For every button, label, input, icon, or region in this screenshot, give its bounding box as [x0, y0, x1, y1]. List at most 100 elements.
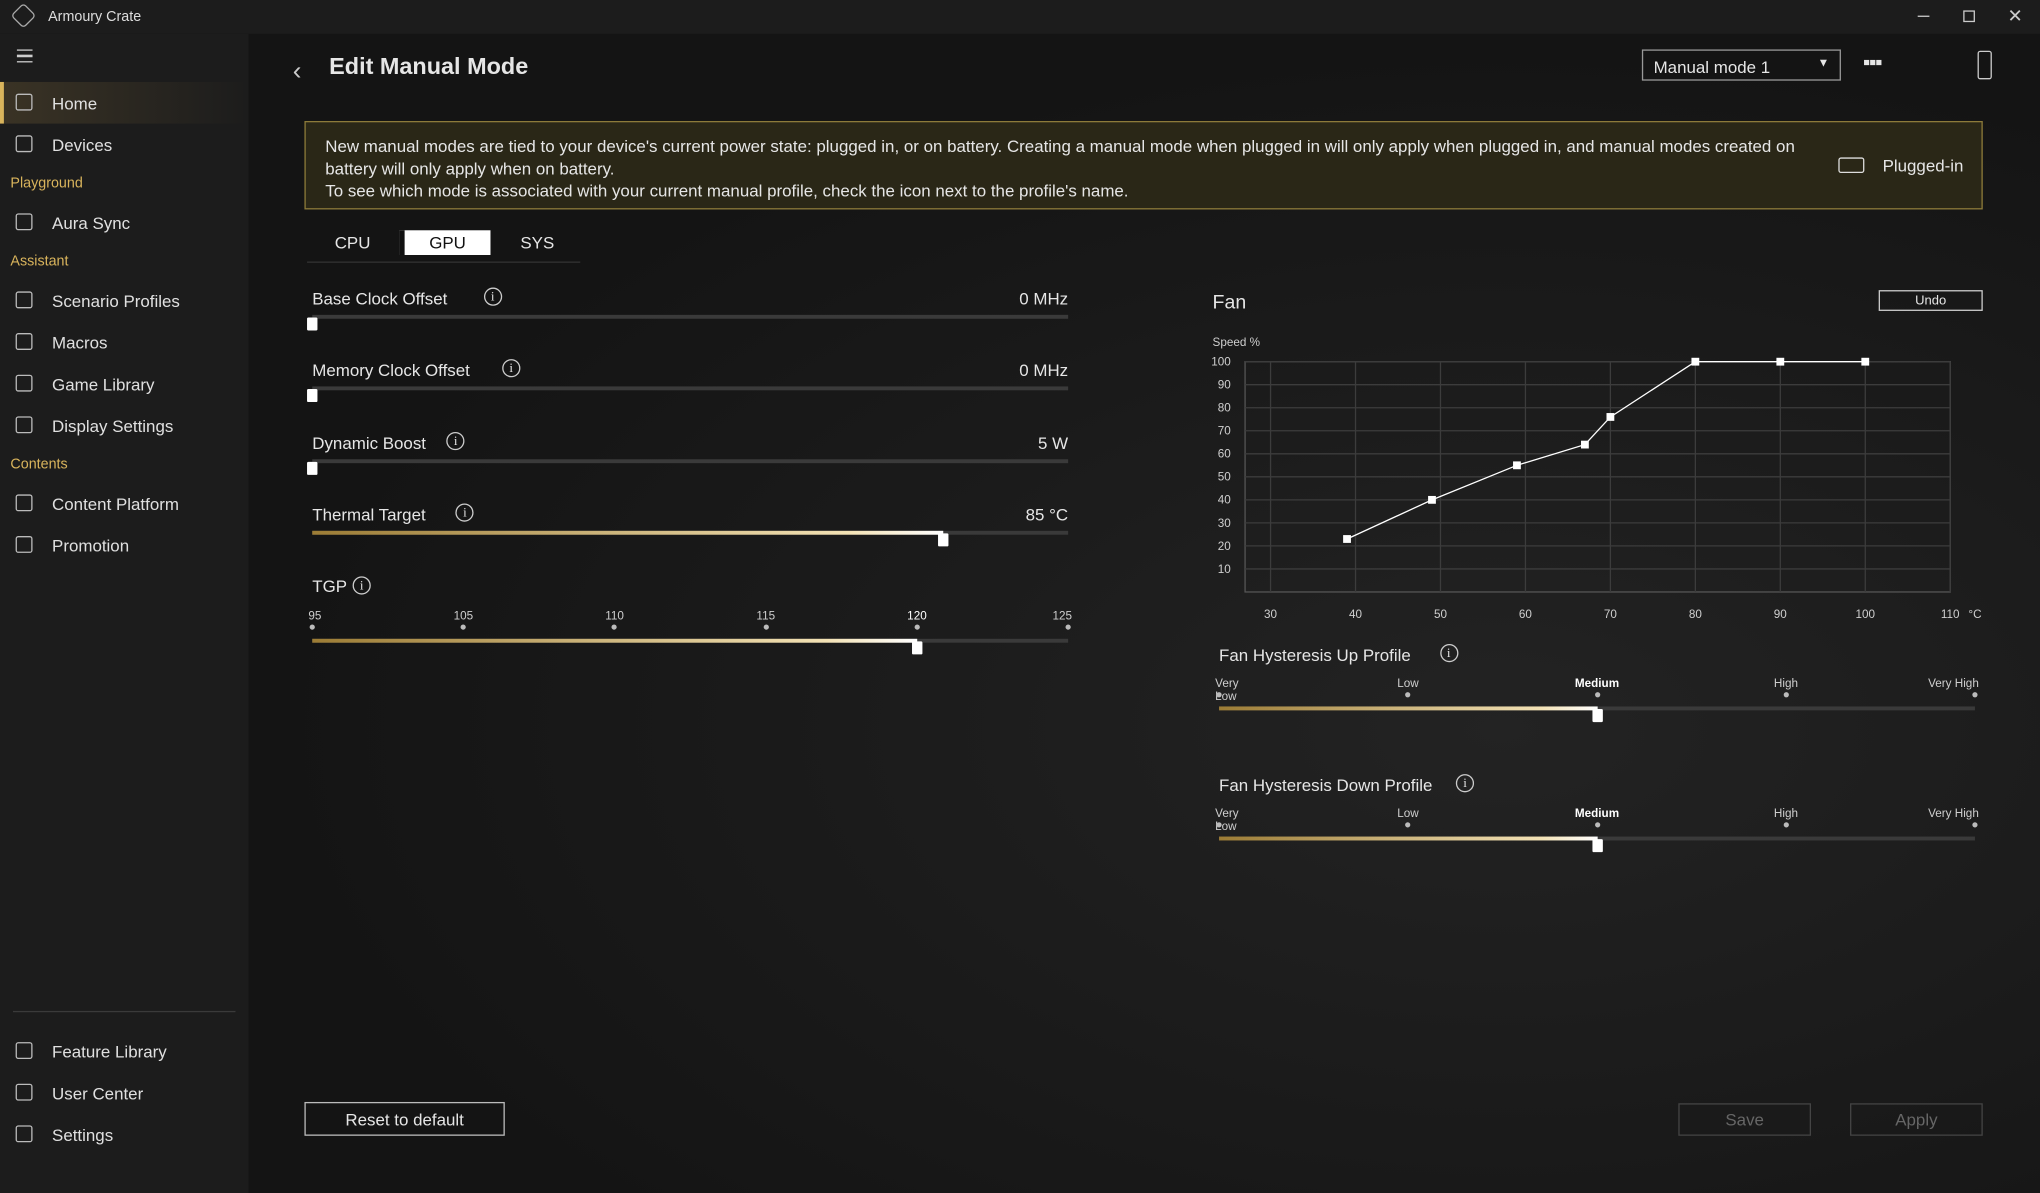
nav-item[interactable]: Content Platform	[0, 483, 248, 525]
nav-label: User Center	[52, 1083, 144, 1103]
apply-button[interactable]: Apply	[1850, 1103, 1983, 1136]
slider-thumb[interactable]	[307, 461, 318, 475]
curve-point[interactable]	[1606, 413, 1615, 421]
more-button[interactable]: ▪▪▪	[1863, 52, 1883, 75]
nav-item[interactable]: Feature Library	[0, 1030, 248, 1072]
tab[interactable]: CPU	[334, 232, 371, 253]
nav-item[interactable]: Devices	[0, 124, 248, 166]
save-button[interactable]: Save	[1678, 1103, 1812, 1136]
nav-icon	[15, 135, 33, 153]
step-label: 125	[1052, 608, 1073, 622]
fan-curve-chart: Speed % 10 20 30 40 50 60 70 80 90 100 30 40 50 60 70 80…	[1211, 336, 1981, 621]
step-label: Medium	[1574, 806, 1620, 820]
nav-item[interactable]: Game Library	[0, 363, 248, 405]
fan-curve	[1346, 361, 1866, 540]
info-icon[interactable]: i	[352, 576, 371, 595]
slider-thumb[interactable]	[938, 533, 949, 547]
nav-label: Settings	[52, 1124, 114, 1145]
step-label: Low	[1397, 676, 1419, 690]
nav-item[interactable]: Promotion	[0, 524, 248, 566]
step-label: 105	[453, 608, 474, 622]
y-tick-label: 80	[1218, 402, 1232, 415]
curve-point[interactable]	[1861, 357, 1870, 366]
curve-point[interactable]	[1428, 495, 1436, 504]
info-icon[interactable]: i	[455, 503, 475, 522]
info-icon[interactable]: i	[1455, 774, 1475, 793]
close-button[interactable]: ✕	[2007, 5, 2023, 27]
slider-label: Base Clock Offset	[312, 288, 448, 309]
step-label: 110	[605, 608, 624, 622]
nav-item[interactable]: User Center	[0, 1072, 248, 1114]
x-tick-label: 40	[1349, 608, 1363, 621]
slider-value: 85 °C	[1025, 504, 1069, 525]
menu-button[interactable]	[16, 49, 33, 63]
x-unit-label: °C	[1968, 608, 1981, 621]
slider-label: Thermal Target	[312, 504, 426, 525]
step-dot	[611, 624, 618, 630]
divider	[13, 1010, 236, 1013]
step-label: Medium	[1574, 676, 1620, 690]
x-tick-label: 30	[1264, 608, 1278, 621]
nav-icon	[15, 1125, 33, 1143]
step-dot	[1216, 822, 1222, 828]
slider-thumb[interactable]	[1591, 839, 1603, 853]
slider-thumb[interactable]	[307, 317, 318, 331]
device-icon	[1977, 50, 1992, 80]
slider-track	[1219, 836, 1975, 841]
nav-item[interactable]: Aura Sync	[0, 202, 248, 244]
step-dot	[1972, 822, 1978, 828]
x-tick-label: 50	[1434, 608, 1448, 621]
x-tick-label: 60	[1519, 608, 1533, 621]
info-icon[interactable]: i	[483, 287, 502, 306]
notice-banner: New manual modes are tied to your device…	[304, 120, 1983, 210]
step-dot	[763, 624, 769, 630]
curve-point[interactable]	[1581, 440, 1589, 449]
step-dot	[914, 624, 920, 630]
nav-item[interactable]: Display Settings	[0, 405, 248, 447]
nav-icon	[15, 374, 33, 392]
x-tick-label: 80	[1689, 608, 1703, 621]
mode-dropdown[interactable]: Manual mode 1 ▼	[1641, 49, 1841, 81]
undo-button[interactable]: Undo	[1878, 290, 1983, 311]
reset-button[interactable]: Reset to default	[304, 1101, 505, 1136]
info-icon[interactable]: i	[1439, 644, 1458, 663]
slider-thumb[interactable]	[911, 641, 923, 655]
minimize-button[interactable]	[1917, 15, 1930, 17]
hysteresis-label: Fan Hysteresis Down Profile	[1219, 775, 1433, 795]
curve-point[interactable]	[1691, 357, 1700, 366]
nav-bottom-list: Feature Library User Center Settings	[0, 1030, 248, 1155]
nav-item[interactable]: Home	[0, 81, 249, 124]
info-icon[interactable]: i	[446, 431, 465, 450]
info-icon[interactable]: i	[502, 359, 521, 378]
nav-item[interactable]: Macros	[0, 321, 248, 363]
nav-icon	[15, 213, 33, 231]
slider-thumb[interactable]	[307, 389, 318, 403]
curve-point[interactable]	[1513, 461, 1521, 470]
step-dot	[1405, 822, 1411, 828]
curve-point[interactable]	[1343, 535, 1351, 543]
slider-thumb[interactable]	[1591, 709, 1603, 723]
x-tick-label: 110	[1941, 608, 1960, 621]
nav-item[interactable]: Scenario Profiles	[0, 280, 248, 322]
step-label: Very Low	[1215, 676, 1239, 703]
notice-paragraph: New manual modes are tied to your device…	[325, 136, 1795, 179]
step-dot	[1065, 624, 1071, 630]
back-button[interactable]: ‹	[292, 57, 302, 86]
slider-track	[312, 386, 1069, 391]
slider-track	[1219, 706, 1975, 711]
tab[interactable]: GPU	[399, 230, 491, 255]
maximize-button[interactable]	[1963, 10, 1975, 23]
nav-item[interactable]: Settings	[0, 1114, 248, 1156]
slider-fill	[312, 530, 944, 535]
step-dot	[1972, 692, 1978, 698]
nav-label: Display Settings	[52, 415, 174, 436]
curve-point[interactable]	[1776, 357, 1785, 366]
step-dot	[1594, 692, 1600, 698]
tab[interactable]: SYS	[520, 232, 555, 253]
nav-icon	[15, 291, 33, 309]
y-tick-label: 100	[1211, 356, 1231, 369]
nav-label: Promotion	[52, 535, 130, 555]
nav-heading: Contents	[10, 456, 68, 473]
nav-label: Game Library	[52, 374, 155, 394]
slider-value: 0 MHz	[1019, 288, 1069, 309]
